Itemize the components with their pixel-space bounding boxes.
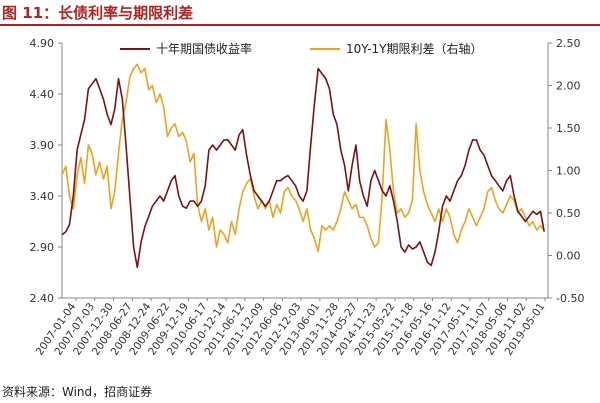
- y-right-tick-label: -0.50: [556, 292, 584, 305]
- figure-title-bar: 图 11：长债利率与期限利差: [0, 0, 600, 26]
- legend-label: 10Y-1Y期限利差（右轴）: [346, 41, 482, 56]
- legend: 十年期国债收益率 10Y-1Y期限利差（右轴）: [120, 41, 482, 56]
- chart-svg: 2.40 2.90 3.40 3.90 4.40 4.90 -0.50 0.00 0.50 1.0…: [30, 37, 585, 358]
- series-line-long-rate: [61, 67, 545, 269]
- y-left-tick-label: 2.90: [30, 241, 55, 254]
- y-left-tick-label: 3.40: [30, 190, 55, 203]
- legend-item-long-rate: 十年期国债收益率: [120, 41, 252, 56]
- source-note: 资料来源：Wind，招商证券: [2, 385, 153, 399]
- y-right-tick-label: 1.50: [556, 122, 581, 135]
- y-left-tick-label: 3.90: [30, 139, 55, 152]
- y-left-tick-label: 4.90: [30, 37, 55, 50]
- y-left-tick-label: 4.40: [30, 88, 55, 101]
- y-right-tick-label: 2.50: [556, 37, 581, 50]
- y-right-tick-label: 2.00: [556, 80, 581, 93]
- y-right-tick-label: 1.00: [556, 165, 581, 178]
- y-right-tick-label: 0.50: [556, 207, 581, 220]
- figure-title: 图 11：长债利率与期限利差: [2, 4, 194, 22]
- series-line-term-spread: [61, 63, 545, 253]
- legend-item-term-spread: 10Y-1Y期限利差（右轴）: [310, 41, 482, 56]
- y-left-tick-label: 2.40: [30, 292, 55, 305]
- legend-label: 十年期国债收益率: [156, 41, 252, 56]
- title-rule: [0, 24, 600, 26]
- y-right-tick-label: 0.00: [556, 250, 581, 263]
